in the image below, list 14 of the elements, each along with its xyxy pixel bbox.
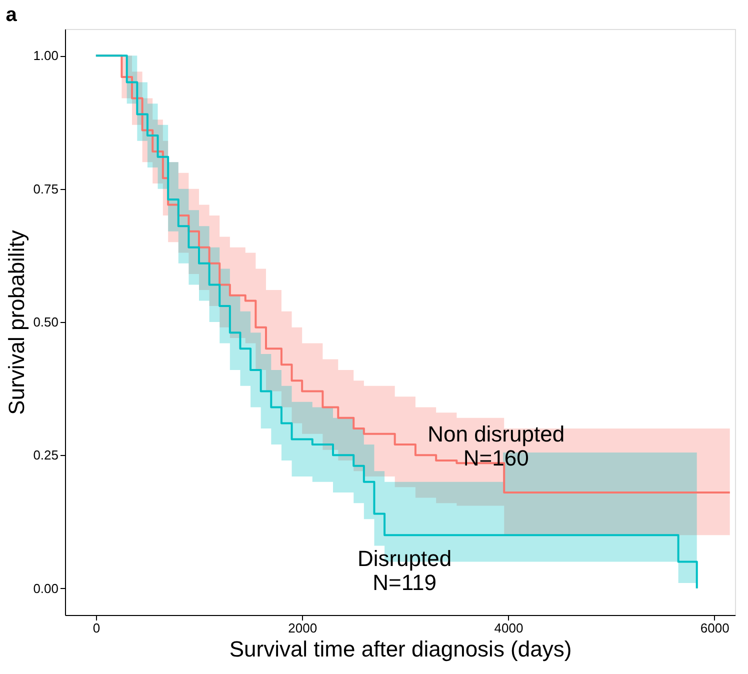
x-axis-title: Survival time after diagnosis (days) [229,636,572,662]
series-label: Disrupted N=119 [357,546,452,596]
chart-title: a [6,4,18,26]
y-axis-title: Survival probability [4,230,30,415]
y-tick-label: 0.50 [33,314,58,330]
x-tick-label: 0 [92,620,100,636]
y-tick-label: 1.00 [33,48,58,64]
series-label: Non disrupted N=160 [428,422,565,471]
x-tick-label: 2000 [288,620,318,636]
y-tick-label: 0.75 [33,181,58,196]
x-tick-label: 4000 [494,620,524,636]
y-tick-label: 0.00 [33,580,58,596]
y-tick-label: 0.25 [33,448,58,463]
x-tick-label: 6000 [700,620,730,636]
